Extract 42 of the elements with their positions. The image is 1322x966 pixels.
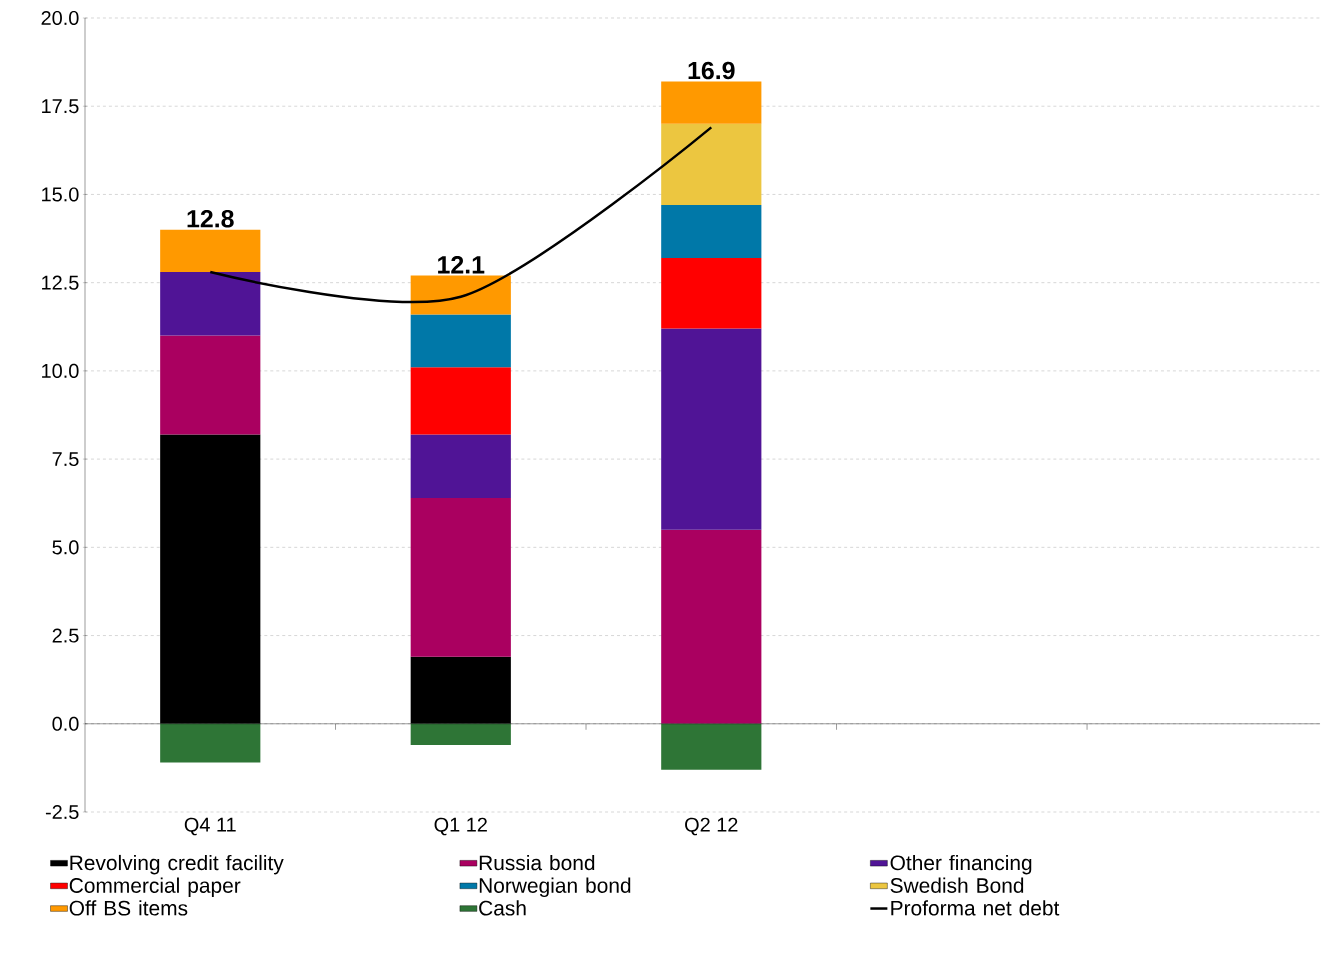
bar: [410, 434, 511, 498]
legend-label: Off BS items: [69, 900, 188, 916]
legend-label: Commercial paper: [69, 877, 241, 898]
legend-label: Other financing: [890, 854, 1032, 875]
y-tick-label: 20.0: [41, 10, 79, 26]
bar: [410, 497, 511, 657]
x-tick-label: Q2 12: [685, 817, 738, 836]
legend-label: Russia bond: [479, 854, 595, 871]
bar: [160, 723, 261, 763]
y-tick-label: 2.5: [52, 628, 79, 643]
bar: [661, 529, 762, 724]
data-label: 12.8: [187, 209, 234, 228]
bar: [661, 257, 762, 329]
y-tick-label: 15.0: [42, 187, 79, 202]
legend-label: Proforma net debt: [891, 900, 1060, 916]
bar: [410, 367, 511, 435]
y-tick-label: 0.0: [52, 716, 79, 731]
data-label: 16.9: [688, 61, 735, 80]
y-tick-label: 17.5: [42, 99, 79, 114]
legend-label: Cash: [479, 900, 526, 916]
bar: [160, 272, 261, 336]
bar: [410, 723, 511, 745]
bar: [661, 123, 762, 206]
y-tick-label: -2.5: [45, 804, 79, 820]
bar: [661, 205, 762, 258]
x-tick-label: Q4 11: [184, 817, 236, 836]
bar: [661, 328, 762, 530]
y-tick-label: 12.5: [42, 275, 79, 290]
y-tick-label: 10.0: [42, 363, 79, 378]
bar: [160, 229, 261, 273]
bar: [410, 275, 511, 315]
y-tick-label: 7.5: [52, 452, 79, 467]
x-tick-label: Q1 12: [434, 817, 487, 836]
data-label: 12.1: [438, 256, 485, 274]
bar: [160, 335, 261, 435]
legend-label: Revolving credit facility: [70, 854, 284, 875]
bar: [410, 314, 511, 368]
y-tick-label: 5.0: [52, 540, 79, 555]
legend-label: Norwegian bond: [479, 877, 631, 898]
legend-label: Swedish Bond: [890, 877, 1024, 893]
bar: [661, 81, 762, 124]
bar: [661, 723, 762, 770]
